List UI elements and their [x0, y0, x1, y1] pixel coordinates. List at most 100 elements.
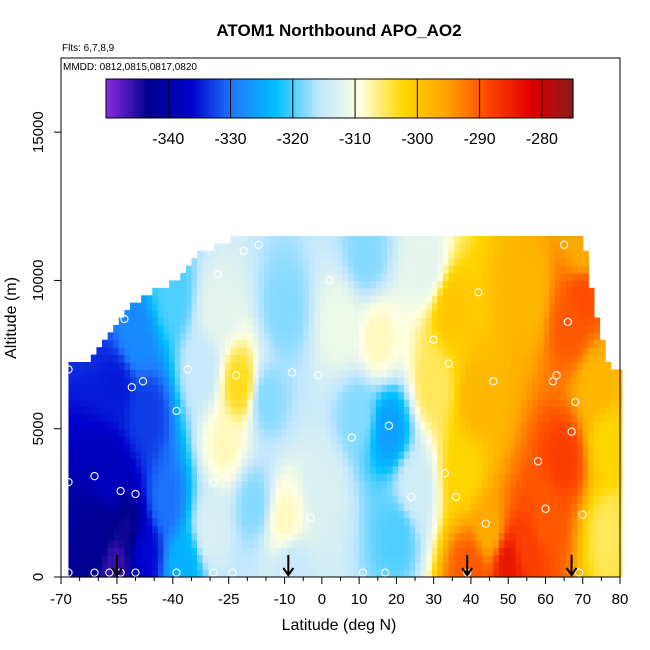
- colorbar-segment: [544, 79, 549, 118]
- heatmap-cell: [364, 376, 371, 385]
- heatmap-cell: [224, 443, 232, 452]
- heatmap-cell: [303, 554, 310, 563]
- heatmap-cell: [415, 406, 422, 415]
- heatmap-cell: [521, 539, 528, 548]
- heatmap-cell: [392, 465, 399, 474]
- heatmap-cell: [426, 510, 433, 519]
- heatmap-cell: [370, 369, 377, 378]
- heatmap-cell: [415, 273, 422, 282]
- heatmap-cell: [275, 317, 282, 326]
- heatmap-cell: [280, 554, 288, 563]
- heatmap-cell: [392, 280, 399, 289]
- colorbar-tick-label: -280: [526, 131, 558, 148]
- heatmap-cell: [616, 532, 623, 541]
- heatmap-cell: [560, 347, 567, 356]
- heatmap-cell: [197, 465, 204, 474]
- heatmap-cell: [331, 339, 338, 348]
- heatmap-cell: [264, 391, 271, 400]
- heatmap-cell: [549, 258, 556, 267]
- heatmap-cell: [286, 287, 293, 296]
- heatmap-cell: [498, 458, 506, 467]
- heatmap-cell: [560, 399, 567, 408]
- heatmap-cell: [331, 399, 338, 408]
- heatmap-cell: [146, 391, 153, 400]
- heatmap-cell: [85, 376, 92, 385]
- heatmap-cell: [493, 265, 500, 274]
- heatmap-cell: [152, 376, 159, 385]
- heatmap-cell: [403, 517, 411, 526]
- colorbar-segment: [398, 79, 403, 118]
- heatmap-cell: [152, 562, 159, 571]
- heatmap-cell: [74, 525, 81, 534]
- heatmap-cell: [415, 458, 422, 467]
- heatmap-cell: [493, 384, 500, 393]
- heatmap-cell: [504, 235, 511, 244]
- heatmap-cell: [202, 399, 209, 408]
- heatmap-cell: [96, 443, 103, 452]
- heatmap-cell: [392, 413, 399, 422]
- heatmap-cell: [141, 532, 148, 541]
- heatmap-cell: [465, 391, 472, 400]
- heatmap-cell: [325, 488, 332, 497]
- heatmap-cell: [470, 473, 478, 482]
- heatmap-cell: [202, 384, 209, 393]
- heatmap-cell: [224, 361, 232, 370]
- heatmap-cell: [241, 265, 248, 274]
- heatmap-cell: [431, 280, 438, 289]
- heatmap-cell: [549, 465, 556, 474]
- colorbar-segment: [482, 79, 487, 118]
- heatmap-cell: [219, 465, 226, 474]
- heatmap-cell: [96, 347, 103, 356]
- heatmap-cell: [180, 384, 187, 393]
- heatmap-cell: [426, 480, 433, 489]
- heatmap-cell: [392, 384, 399, 393]
- heatmap-cell: [191, 406, 198, 415]
- heatmap-cell: [308, 547, 316, 556]
- heatmap-cell: [90, 384, 97, 393]
- heatmap-cell: [482, 443, 489, 452]
- heatmap-cell: [292, 250, 299, 259]
- heatmap-cell: [79, 458, 86, 467]
- heatmap-cell: [118, 428, 125, 437]
- x-tick-label: 80: [612, 591, 629, 608]
- heatmap-cell: [174, 539, 181, 548]
- heatmap-cell: [465, 539, 472, 548]
- heatmap-cell: [565, 302, 573, 311]
- heatmap-cell: [487, 339, 494, 348]
- heatmap-cell: [129, 369, 137, 378]
- heatmap-cell: [616, 458, 623, 467]
- heatmap-cell: [387, 265, 394, 274]
- heatmap-cell: [180, 399, 187, 408]
- heatmap-cell: [174, 384, 181, 393]
- heatmap-cell: [224, 295, 232, 304]
- heatmap-cell: [347, 265, 355, 274]
- heatmap-cell: [387, 532, 394, 541]
- heatmap-cell: [264, 525, 271, 534]
- heatmap-cell: [269, 554, 276, 563]
- heatmap-cell: [493, 554, 500, 563]
- heatmap-cell: [141, 443, 148, 452]
- heatmap-cell: [314, 295, 321, 304]
- heatmap-cell: [515, 376, 522, 385]
- heatmap-cell: [163, 287, 170, 296]
- heatmap-cell: [454, 287, 461, 296]
- heatmap-cell: [169, 547, 176, 556]
- heatmap-cell: [448, 265, 455, 274]
- heatmap-cell: [498, 310, 506, 319]
- heatmap-cell: [588, 547, 595, 556]
- heatmap-cell: [470, 399, 478, 408]
- heatmap-cell: [90, 510, 97, 519]
- heatmap-cell: [107, 554, 114, 563]
- heatmap-cell: [442, 488, 450, 497]
- heatmap-cell: [157, 495, 165, 504]
- heatmap-cell: [504, 339, 511, 348]
- heatmap-cell: [275, 235, 282, 244]
- heatmap-cell: [213, 317, 220, 326]
- heatmap-cell: [118, 339, 125, 348]
- heatmap-cell: [420, 510, 427, 519]
- colorbar-segment: [149, 79, 154, 118]
- heatmap-cell: [286, 458, 293, 467]
- heatmap-cell: [174, 295, 181, 304]
- heatmap-cell: [392, 369, 399, 378]
- heatmap-cell: [68, 450, 75, 459]
